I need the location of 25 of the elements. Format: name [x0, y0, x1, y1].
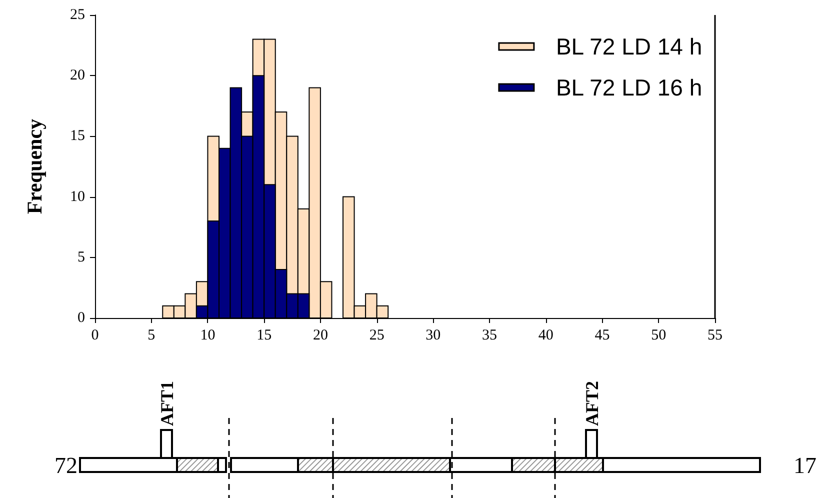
y-tick-label: 20	[70, 68, 85, 84]
legend-label: BL 72 LD 16 h	[556, 74, 702, 100]
y-tick-label: 5	[78, 249, 85, 266]
y-tick-label: 15	[70, 128, 85, 144]
x-tick-label: 0	[91, 328, 99, 344]
y-axis-title: Frequency	[22, 118, 46, 214]
y-tick-label: 25	[70, 7, 85, 23]
y-tick-label: 0	[78, 310, 85, 326]
x-tick-label: 35	[482, 328, 498, 344]
y-tick-label: 10	[70, 188, 85, 205]
text: AFT2	[582, 381, 602, 426]
x-tick-label: 20	[312, 328, 328, 344]
x-tick-label: 25	[369, 328, 384, 344]
text: 17	[794, 453, 816, 478]
text: 72	[54, 453, 78, 478]
legend-label: BL 72 LD 14 h	[556, 34, 702, 60]
x-tick-label: 10	[200, 328, 216, 344]
x-tick-label: 40	[538, 328, 554, 344]
text: AFT1	[157, 381, 177, 426]
x-tick-label: 30	[426, 328, 441, 344]
x-tick-label: 15	[256, 328, 272, 344]
x-tick-label: 5	[148, 328, 156, 344]
x-tick-label: 45	[594, 328, 610, 344]
x-tick-label: 50	[651, 328, 666, 344]
x-tick-label: 55	[708, 328, 722, 344]
